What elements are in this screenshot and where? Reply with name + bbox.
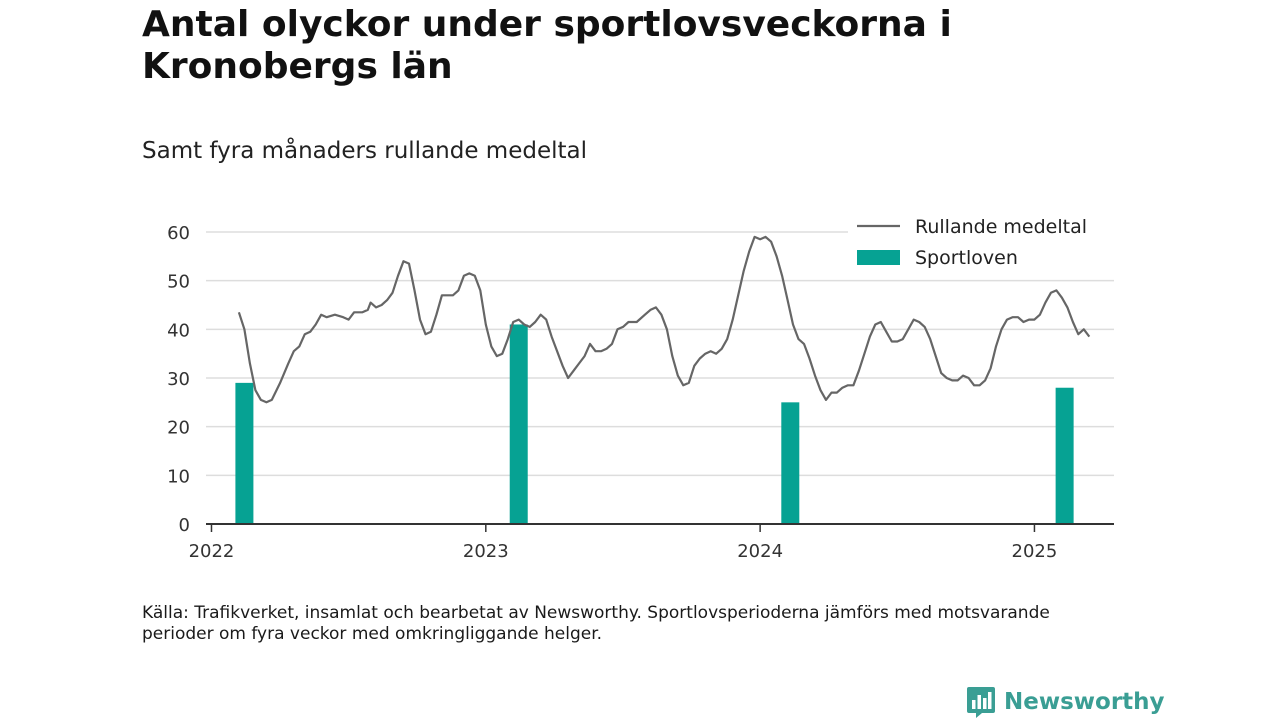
legend: Rullande medeltal Sportloven bbox=[848, 212, 1116, 272]
y-tick-label: 20 bbox=[167, 418, 190, 439]
brand-name: Newsworthy bbox=[1004, 689, 1165, 715]
y-tick-label: 30 bbox=[167, 369, 190, 390]
bar bbox=[235, 382, 254, 524]
newsworthy-logo-icon bbox=[967, 687, 995, 718]
chart-subtitle: Samt fyra månaders rullande medeltal bbox=[142, 138, 588, 164]
brand-logo: Newsworthy bbox=[966, 684, 1165, 720]
y-tick-label: 50 bbox=[167, 272, 190, 293]
axes: 0 10 20 30 40 50 60 2022 2023 2024 2025 bbox=[167, 223, 1114, 562]
x-tick-label: 2022 bbox=[189, 541, 235, 562]
bar-series-sportloven bbox=[235, 324, 1074, 524]
y-tick-label: 40 bbox=[167, 320, 190, 341]
bar bbox=[509, 324, 528, 524]
y-tick-label: 60 bbox=[167, 223, 190, 244]
x-tick-label: 2023 bbox=[463, 541, 509, 562]
legend-label: Rullande medeltal bbox=[915, 216, 1087, 238]
chart-title: Antal olyckor under sportlovsveckorna i … bbox=[142, 4, 952, 87]
bar bbox=[781, 402, 800, 524]
series-line bbox=[237, 235, 1091, 404]
y-tick-label: 0 bbox=[179, 515, 190, 536]
bar bbox=[1055, 387, 1074, 524]
x-tick-label: 2025 bbox=[1012, 541, 1058, 562]
y-tick-label: 10 bbox=[167, 466, 190, 487]
chart-area: 0 10 20 30 40 50 60 2022 2023 2024 2025 Rullande m… bbox=[167, 212, 1116, 562]
x-tick-label: 2024 bbox=[737, 541, 783, 562]
legend-swatch-bar bbox=[857, 250, 900, 265]
legend-label: Sportloven bbox=[915, 247, 1018, 269]
source-note: Källa: Trafikverket, insamlat och bearbe… bbox=[142, 603, 1050, 644]
line-series-rullande-medeltal bbox=[237, 235, 1091, 404]
